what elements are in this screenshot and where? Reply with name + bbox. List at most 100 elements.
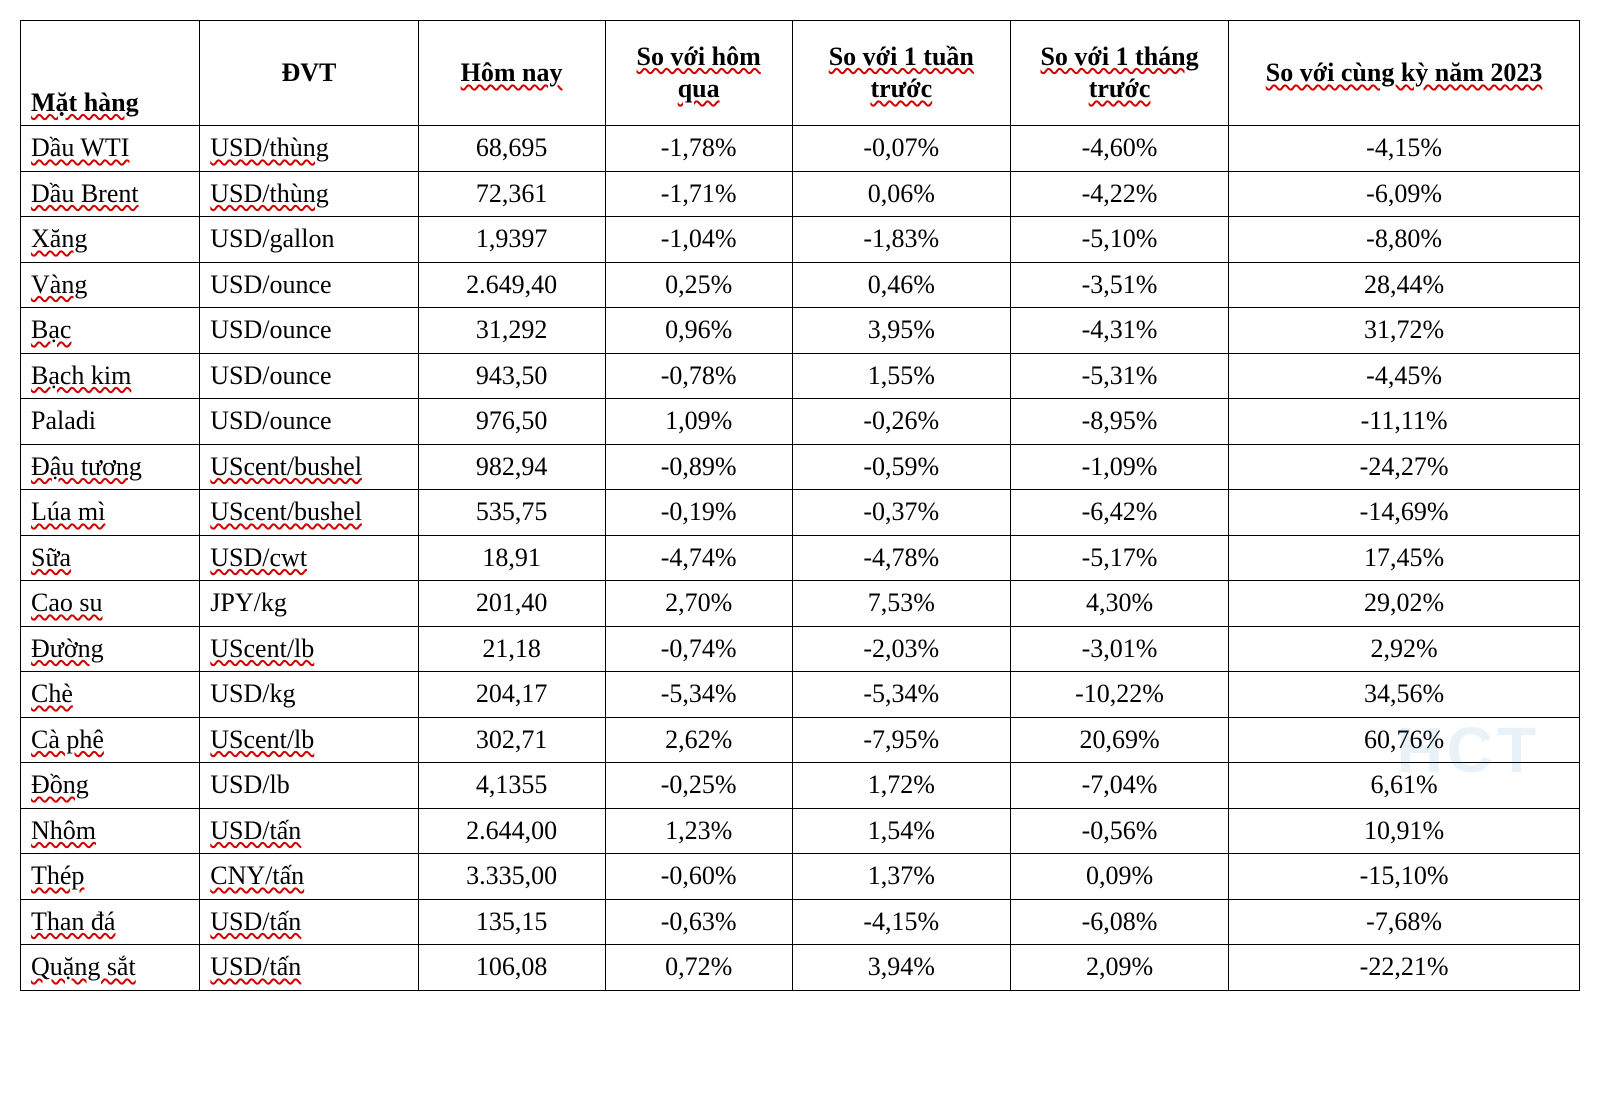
col-header-vs-year: So với cùng kỳ năm 2023	[1229, 21, 1580, 126]
cell-vs_yr: -4,45%	[1229, 353, 1580, 399]
cell-name: Bạc	[21, 308, 200, 354]
cell-vs_mo: -5,17%	[1010, 535, 1228, 581]
cell-vs_day: -4,74%	[605, 535, 792, 581]
cell-today: 982,94	[418, 444, 605, 490]
cell-unit: USD/lb	[200, 763, 418, 809]
cell-vs_wk: 0,06%	[792, 171, 1010, 217]
cell-today: 2.644,00	[418, 808, 605, 854]
cell-vs_day: -0,89%	[605, 444, 792, 490]
cell-vs_wk: 1,72%	[792, 763, 1010, 809]
cell-today: 943,50	[418, 353, 605, 399]
table-row: ThépCNY/tấn3.335,00-0,60%1,37%0,09%-15,1…	[21, 854, 1580, 900]
cell-unit: USD/tấn	[200, 899, 418, 945]
cell-vs_day: -0,25%	[605, 763, 792, 809]
cell-vs_yr: 60,76%	[1229, 717, 1580, 763]
cell-today: 204,17	[418, 672, 605, 718]
cell-vs_day: 1,09%	[605, 399, 792, 445]
cell-vs_mo: -8,95%	[1010, 399, 1228, 445]
cell-vs_wk: -0,37%	[792, 490, 1010, 536]
cell-vs_mo: -3,51%	[1010, 262, 1228, 308]
cell-vs_mo: -7,04%	[1010, 763, 1228, 809]
cell-vs_yr: 17,45%	[1229, 535, 1580, 581]
cell-vs_day: -1,78%	[605, 126, 792, 172]
col-header-unit: ĐVT	[200, 21, 418, 126]
cell-vs_wk: -0,07%	[792, 126, 1010, 172]
table-row: XăngUSD/gallon1,9397-1,04%-1,83%-5,10%-8…	[21, 217, 1580, 263]
cell-today: 201,40	[418, 581, 605, 627]
cell-name: Đồng	[21, 763, 200, 809]
cell-vs_mo: -4,31%	[1010, 308, 1228, 354]
cell-vs_wk: -5,34%	[792, 672, 1010, 718]
cell-vs_yr: -4,15%	[1229, 126, 1580, 172]
cell-name: Quặng sắt	[21, 945, 200, 991]
table-body: Dầu WTIUSD/thùng68,695-1,78%-0,07%-4,60%…	[21, 126, 1580, 991]
cell-vs_yr: -8,80%	[1229, 217, 1580, 263]
cell-vs_day: 0,25%	[605, 262, 792, 308]
cell-vs_yr: 28,44%	[1229, 262, 1580, 308]
cell-vs_mo: -5,10%	[1010, 217, 1228, 263]
cell-vs_mo: -1,09%	[1010, 444, 1228, 490]
cell-vs_mo: -4,60%	[1010, 126, 1228, 172]
cell-today: 68,695	[418, 126, 605, 172]
cell-name: Sữa	[21, 535, 200, 581]
cell-unit: USD/tấn	[200, 808, 418, 854]
cell-name: Bạch kim	[21, 353, 200, 399]
cell-today: 535,75	[418, 490, 605, 536]
cell-unit: USD/ounce	[200, 262, 418, 308]
col-header-vs-day: So với hôm qua	[605, 21, 792, 126]
cell-vs_wk: -4,15%	[792, 899, 1010, 945]
cell-vs_yr: 34,56%	[1229, 672, 1580, 718]
cell-vs_day: -0,63%	[605, 899, 792, 945]
col-header-today: Hôm nay	[418, 21, 605, 126]
cell-name: Vàng	[21, 262, 200, 308]
table-row: NhômUSD/tấn2.644,001,23%1,54%-0,56%10,91…	[21, 808, 1580, 854]
table-row: PaladiUSD/ounce976,501,09%-0,26%-8,95%-1…	[21, 399, 1580, 445]
cell-vs_mo: -0,56%	[1010, 808, 1228, 854]
cell-unit: USD/ounce	[200, 353, 418, 399]
table-row: Lúa mìUScent/bushel535,75-0,19%-0,37%-6,…	[21, 490, 1580, 536]
cell-vs_yr: -22,21%	[1229, 945, 1580, 991]
cell-vs_mo: -5,31%	[1010, 353, 1228, 399]
table-row: ĐườngUScent/lb21,18-0,74%-2,03%-3,01%2,9…	[21, 626, 1580, 672]
cell-vs_yr: 10,91%	[1229, 808, 1580, 854]
cell-vs_day: -5,34%	[605, 672, 792, 718]
cell-vs_day: -0,19%	[605, 490, 792, 536]
cell-vs_wk: 1,55%	[792, 353, 1010, 399]
cell-vs_wk: -1,83%	[792, 217, 1010, 263]
table-row: Quặng sắtUSD/tấn106,080,72%3,94%2,09%-22…	[21, 945, 1580, 991]
cell-unit: UScent/bushel	[200, 490, 418, 536]
cell-vs_day: -0,74%	[605, 626, 792, 672]
cell-vs_wk: -7,95%	[792, 717, 1010, 763]
cell-unit: CNY/tấn	[200, 854, 418, 900]
cell-unit: USD/gallon	[200, 217, 418, 263]
table-row: Đậu tươngUScent/bushel982,94-0,89%-0,59%…	[21, 444, 1580, 490]
cell-vs_yr: -11,11%	[1229, 399, 1580, 445]
cell-name: Nhôm	[21, 808, 200, 854]
cell-vs_mo: 2,09%	[1010, 945, 1228, 991]
cell-unit: USD/thùng	[200, 126, 418, 172]
cell-unit: UScent/lb	[200, 626, 418, 672]
cell-name: Lúa mì	[21, 490, 200, 536]
cell-name: Thép	[21, 854, 200, 900]
cell-vs_day: 0,96%	[605, 308, 792, 354]
cell-today: 4,1355	[418, 763, 605, 809]
cell-today: 3.335,00	[418, 854, 605, 900]
cell-vs_yr: 29,02%	[1229, 581, 1580, 627]
cell-vs_wk: -2,03%	[792, 626, 1010, 672]
cell-vs_mo: 20,69%	[1010, 717, 1228, 763]
cell-today: 976,50	[418, 399, 605, 445]
cell-today: 2.649,40	[418, 262, 605, 308]
cell-today: 302,71	[418, 717, 605, 763]
cell-name: Cao su	[21, 581, 200, 627]
cell-unit: UScent/lb	[200, 717, 418, 763]
col-header-vs-week: So với 1 tuần trước	[792, 21, 1010, 126]
cell-name: Than đá	[21, 899, 200, 945]
table-row: Cà phêUScent/lb302,712,62%-7,95%20,69%60…	[21, 717, 1580, 763]
cell-vs_yr: 31,72%	[1229, 308, 1580, 354]
table-row: VàngUSD/ounce2.649,400,25%0,46%-3,51%28,…	[21, 262, 1580, 308]
cell-vs_wk: -4,78%	[792, 535, 1010, 581]
cell-unit: USD/kg	[200, 672, 418, 718]
table-row: Dầu WTIUSD/thùng68,695-1,78%-0,07%-4,60%…	[21, 126, 1580, 172]
cell-vs_yr: -24,27%	[1229, 444, 1580, 490]
cell-unit: USD/ounce	[200, 399, 418, 445]
